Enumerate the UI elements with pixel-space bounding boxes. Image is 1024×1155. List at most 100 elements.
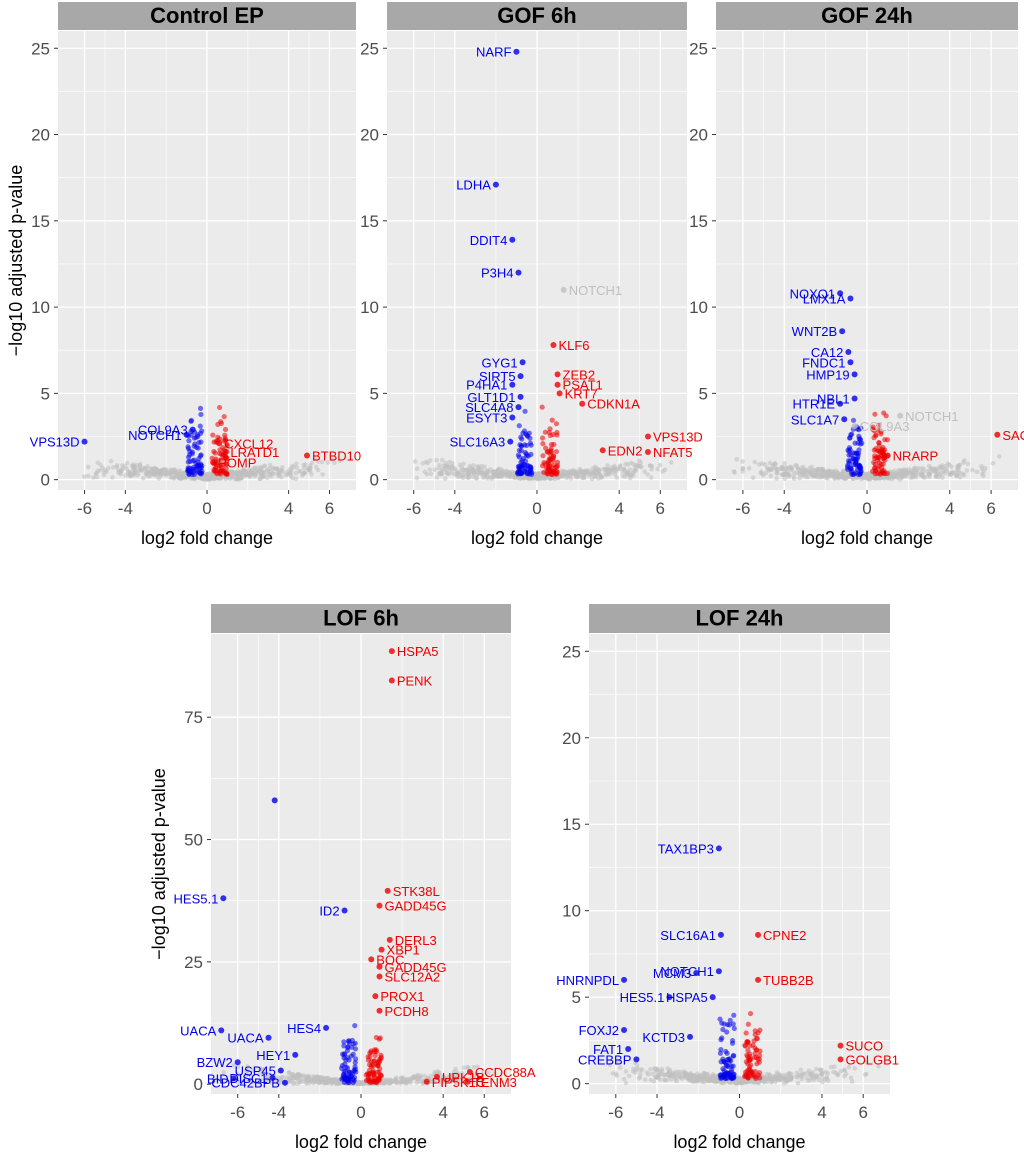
up-point (884, 470, 890, 477)
ns-point (412, 459, 418, 464)
gene-label: HSPA5 (666, 990, 708, 1005)
ns-point (251, 1080, 256, 1086)
gene-point (507, 438, 514, 445)
ns-point (864, 1060, 869, 1065)
ns-point (568, 475, 574, 481)
gene-point (717, 931, 724, 938)
ns-point (588, 471, 594, 477)
down-point (339, 1065, 345, 1071)
ns-point (258, 465, 264, 471)
point-cloud (607, 1010, 881, 1086)
gene-label: PSAT1 (563, 378, 603, 393)
y-tick-label: 50 (184, 831, 203, 850)
ns-point (608, 468, 614, 473)
ns-point (786, 474, 792, 479)
ns-point (607, 1062, 613, 1068)
gene-label: COL9A3 (138, 423, 188, 438)
down-point (724, 1029, 730, 1035)
ns-point (593, 471, 598, 476)
ns-point (257, 1081, 263, 1087)
down-point (199, 428, 205, 434)
ns-point (918, 470, 924, 476)
ns-point (231, 470, 236, 475)
up-point (373, 1047, 379, 1053)
down-point (197, 423, 203, 429)
ns-point (278, 1080, 283, 1085)
ns-point (964, 468, 970, 473)
gene-point (837, 400, 844, 407)
up-point (754, 1061, 760, 1067)
ns-point (645, 1072, 651, 1077)
ns-point (618, 463, 623, 469)
x-axis-title: log2 fold change (141, 528, 273, 548)
gene-label: GOLGB1 (846, 1052, 899, 1067)
ns-point (153, 466, 159, 472)
down-point (847, 435, 853, 441)
x-tick-label: 0 (532, 499, 541, 518)
ns-point (899, 471, 904, 477)
ns-point (946, 462, 952, 468)
down-point (731, 1025, 737, 1032)
ns-point (648, 1077, 654, 1083)
ns-point (434, 457, 439, 463)
ns-point (849, 1079, 855, 1084)
ns-point (116, 469, 122, 475)
down-point (516, 469, 523, 475)
ns-point (293, 461, 299, 467)
ns-point (924, 468, 930, 474)
ns-point (94, 474, 100, 480)
gene-point (687, 1033, 694, 1040)
ns-point (480, 470, 486, 475)
x-tick-label: 0 (862, 499, 871, 518)
ns-point (655, 1074, 661, 1079)
up-point (873, 446, 879, 452)
ns-point (793, 1074, 799, 1080)
down-point (353, 1056, 359, 1062)
x-tick-label: 6 (656, 499, 665, 518)
gene-label: TAX1BP3 (658, 841, 714, 856)
ns-point (485, 469, 491, 474)
gene-point (837, 1056, 844, 1063)
gene-point (210, 459, 217, 466)
ns-point (558, 473, 564, 479)
ns-point (574, 471, 580, 477)
ns-point (427, 467, 433, 472)
x-tick-label: 0 (202, 499, 211, 518)
gene-point (841, 416, 848, 423)
ns-point (825, 473, 831, 478)
ns-point (642, 469, 647, 474)
down-point (723, 1070, 729, 1077)
gene-label: PROX1 (380, 989, 424, 1004)
gene-point (755, 931, 762, 938)
x-tick-label: -4 (447, 499, 462, 518)
gene-point (560, 286, 567, 293)
up-point (757, 1048, 763, 1054)
up-point (370, 1070, 377, 1076)
ns-point (801, 471, 807, 476)
x-axis-title: log2 fold change (801, 528, 933, 548)
gene-point (388, 677, 395, 684)
ns-point (605, 471, 611, 477)
facet-title: LOF 6h (323, 606, 399, 631)
up-point (752, 1054, 758, 1060)
gene-point (222, 449, 229, 456)
ns-point (445, 471, 450, 476)
up-point (550, 431, 556, 438)
ns-point (260, 1071, 266, 1076)
ns-point (862, 1072, 868, 1077)
ns-point (809, 1073, 814, 1079)
down-point (521, 461, 527, 468)
up-point (876, 422, 882, 428)
up-point (870, 468, 876, 474)
gene-point (633, 1056, 640, 1063)
ns-point (740, 465, 746, 471)
gene-point (845, 348, 852, 355)
ns-point (108, 458, 114, 464)
gene-point (189, 426, 196, 433)
up-point (369, 1062, 375, 1068)
ns-point (258, 476, 263, 482)
gene-label: CA12 (811, 345, 844, 360)
ns-point (806, 469, 812, 474)
x-axis-title: log2 fold change (295, 1132, 427, 1152)
down-point (526, 430, 532, 436)
